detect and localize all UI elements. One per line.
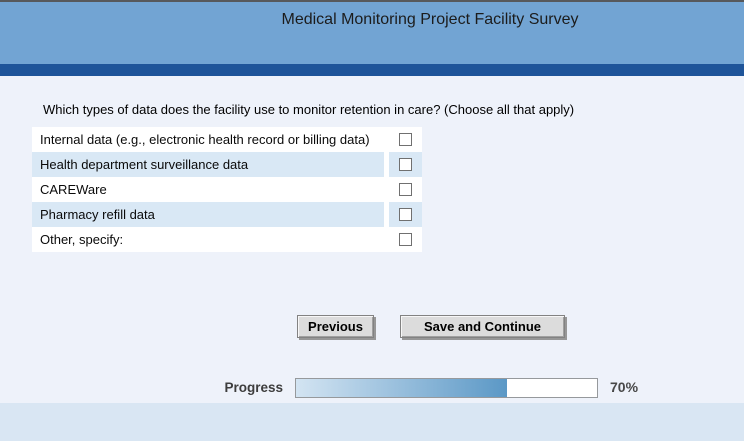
option-row-surveillance-data: Health department surveillance data xyxy=(32,152,422,177)
option-label-careware: CAREWare xyxy=(32,177,384,202)
checkbox-internal-data[interactable] xyxy=(399,133,412,146)
header-accent-stripe xyxy=(0,64,744,76)
checkbox-careware[interactable] xyxy=(399,183,412,196)
option-check-cell xyxy=(389,177,422,202)
bottom-band xyxy=(0,403,744,441)
question-text: Which types of data does the facility us… xyxy=(43,102,575,117)
button-row: Previous Save and Continue xyxy=(0,315,744,340)
page-title: Medical Monitoring Project Facility Surv… xyxy=(281,11,579,28)
option-check-cell xyxy=(389,127,422,152)
top-border-line xyxy=(0,0,744,2)
options-table: Internal data (e.g., electronic health r… xyxy=(32,127,422,252)
save-and-continue-button[interactable]: Save and Continue xyxy=(400,315,565,338)
previous-button[interactable]: Previous xyxy=(297,315,374,338)
progress-percent: 70% xyxy=(610,379,639,395)
option-label-pharmacy-refill: Pharmacy refill data xyxy=(32,202,384,227)
checkbox-pharmacy-refill[interactable] xyxy=(399,208,412,221)
option-check-cell xyxy=(389,227,422,252)
option-check-cell xyxy=(389,152,422,177)
option-row-other-specify: Other, specify: xyxy=(32,227,422,252)
survey-header: Medical Monitoring Project Facility Surv… xyxy=(0,2,744,64)
progress-fill xyxy=(296,379,507,397)
option-row-pharmacy-refill: Pharmacy refill data xyxy=(32,202,422,227)
checkbox-surveillance-data[interactable] xyxy=(399,158,412,171)
progress-label: Progress xyxy=(224,380,283,395)
option-check-cell xyxy=(389,202,422,227)
option-label-surveillance-data: Health department surveillance data xyxy=(32,152,384,177)
checkbox-other-specify[interactable] xyxy=(399,233,412,246)
option-row-internal-data: Internal data (e.g., electronic health r… xyxy=(32,127,422,152)
option-label-other-specify: Other, specify: xyxy=(32,227,384,252)
option-row-careware: CAREWare xyxy=(32,177,422,202)
option-label-internal-data: Internal data (e.g., electronic health r… xyxy=(32,127,384,152)
progress-bar xyxy=(295,378,598,398)
